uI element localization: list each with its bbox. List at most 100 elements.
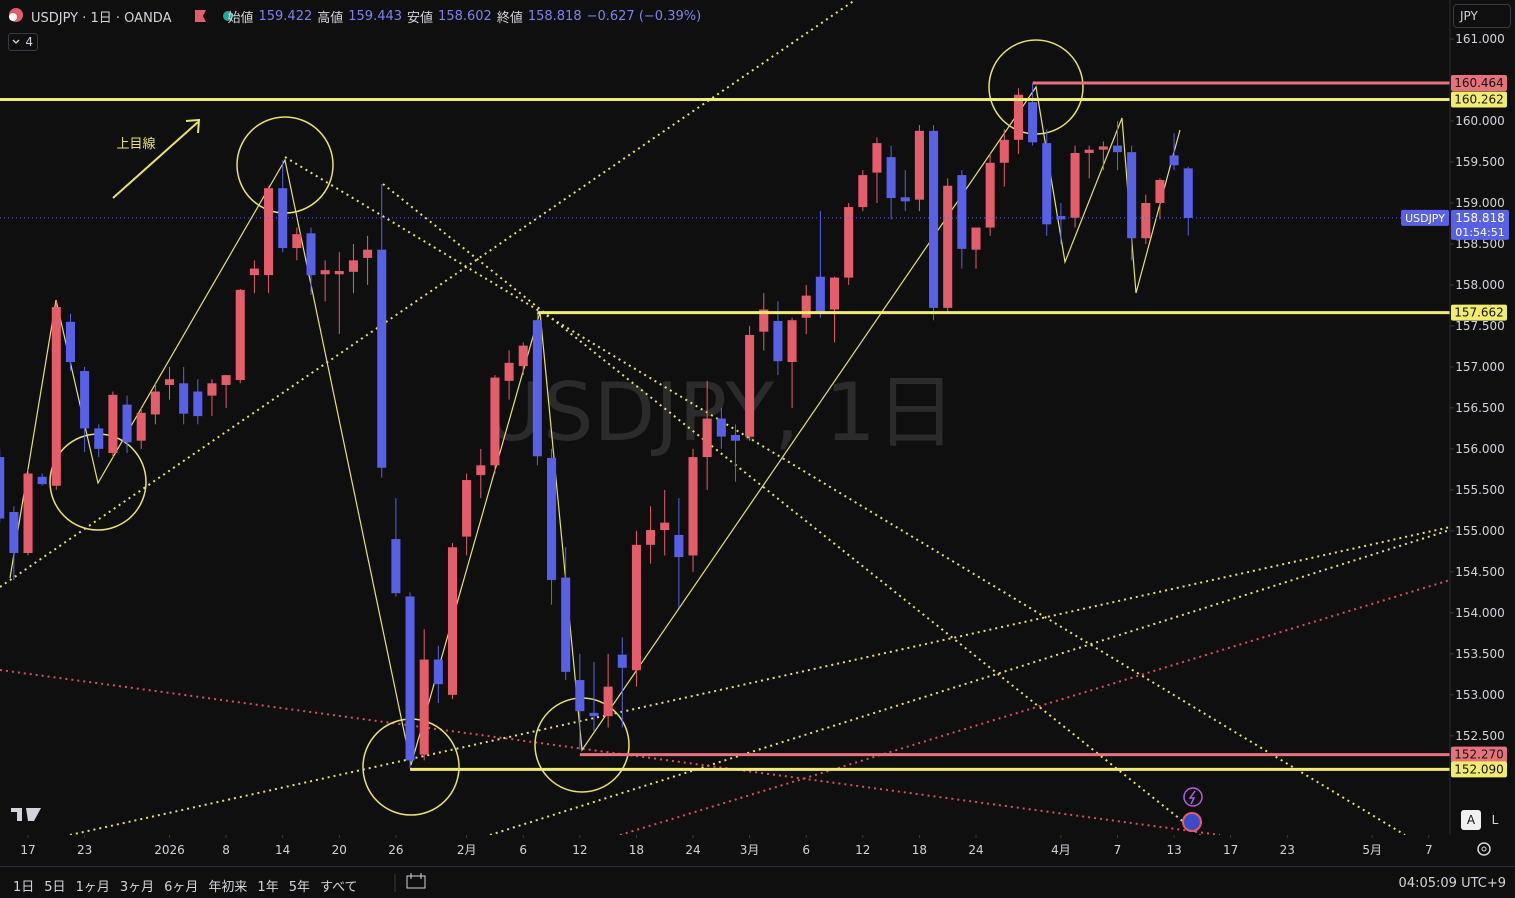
- candle-body: [348, 260, 358, 272]
- range-button[interactable]: すべて: [319, 880, 358, 895]
- x-tick-label: 12: [572, 843, 587, 857]
- symbol-title: USDJPY · 1日 · OANDA: [31, 10, 172, 26]
- x-tick-label: 4月: [1051, 843, 1071, 857]
- last-price-tag: [1451, 209, 1509, 240]
- candle-body: [829, 277, 840, 310]
- trend-line: [69, 526, 1451, 836]
- zigzag: [9, 85, 1181, 766]
- indicator-count: 4: [25, 35, 33, 49]
- candle-body: [136, 412, 146, 441]
- range-button[interactable]: 3ヶ月: [119, 880, 155, 895]
- candle-body: [631, 544, 641, 671]
- candle-body: [108, 394, 118, 453]
- range-button[interactable]: 1年: [257, 880, 279, 895]
- candles: [0, 83, 1193, 769]
- clock: 04:05:09 UTC+9: [1398, 876, 1506, 891]
- log-scale[interactable]: L: [1485, 810, 1505, 830]
- flag-icon[interactable]: [195, 10, 206, 22]
- candle-body: [646, 530, 656, 545]
- trend-line: [0, 0, 856, 588]
- annotation: 上目線: [116, 136, 155, 152]
- candle-body: [334, 271, 344, 275]
- range-button[interactable]: 年初来: [208, 880, 248, 895]
- arrow-head: [185, 118, 201, 134]
- candle-body: [815, 276, 825, 312]
- candle-body: [787, 320, 797, 363]
- level-tag: [1451, 761, 1507, 778]
- x-tick-label: 14: [275, 843, 290, 857]
- candle-body: [377, 249, 387, 468]
- candle-body: [674, 534, 684, 558]
- candle-body: [547, 457, 557, 581]
- candle-body: [1183, 168, 1193, 218]
- x-tick-label: 5月: [1362, 843, 1382, 857]
- axes: 161.000 160.000 159.500 159.000 158.500 158.0…: [20, 0, 1509, 857]
- candle-body: [858, 175, 868, 208]
- x-tick-label: 23: [1280, 843, 1295, 857]
- event-icon[interactable]: [1182, 812, 1202, 832]
- candle-body: [320, 270, 330, 275]
- y-tick-label: 154.500: [1455, 565, 1505, 579]
- candle-body: [476, 465, 486, 476]
- candle-body: [886, 157, 896, 199]
- y-tick-label: 153.500: [1455, 647, 1505, 661]
- candle-body: [51, 307, 61, 486]
- y-tick-label: 152.500: [1455, 729, 1505, 743]
- y-tick-label: 157.500: [1455, 319, 1505, 333]
- range-button[interactable]: 1ヶ月: [75, 880, 110, 895]
- x-tick-label: 17: [1223, 843, 1238, 857]
- x-tick-label: 26: [388, 843, 403, 857]
- candle-body: [1141, 202, 1151, 239]
- x-tick-label: 17: [20, 843, 35, 857]
- candle-body: [900, 197, 910, 202]
- auto-scale[interactable]: A: [1461, 810, 1481, 830]
- ohlc-value: 159.422: [258, 8, 313, 24]
- ohlc-label: 高値: [317, 10, 344, 26]
- candle-body: [462, 480, 472, 537]
- settings-icon[interactable]: [1477, 842, 1491, 856]
- level-label: 152.270: [1454, 748, 1504, 762]
- ohlc-label: 終値: [496, 10, 523, 26]
- x-tick-label: 6: [802, 843, 810, 857]
- candle-body: [589, 712, 599, 717]
- level-label: 152.090: [1454, 762, 1504, 776]
- trend-line: [284, 156, 1406, 836]
- x-tick-label: 7: [1425, 843, 1433, 857]
- range-button[interactable]: 5日: [44, 880, 66, 895]
- range-button[interactable]: 1日: [13, 880, 35, 895]
- ohlc-value: 158.818: [527, 8, 582, 24]
- candle-body: [37, 476, 47, 485]
- goto-date[interactable]: [406, 873, 426, 889]
- event-icon[interactable]: [1183, 787, 1203, 807]
- y-tick-label: 154.000: [1455, 606, 1505, 620]
- candle-body: [179, 383, 189, 414]
- candle-body: [504, 362, 514, 381]
- chevron: [12, 39, 20, 44]
- x-tick-label: 24: [968, 843, 983, 857]
- watermark: USDJPY, 1日: [484, 366, 956, 459]
- log-label: L: [1491, 813, 1499, 827]
- candle-body: [617, 654, 627, 668]
- y-tick-label: 156.500: [1455, 401, 1505, 415]
- candle-body: [150, 391, 160, 415]
- y-tick-label: 159.000: [1455, 196, 1505, 210]
- indicator-toggle[interactable]: 4: [8, 33, 38, 51]
- range-button[interactable]: 5年: [288, 880, 310, 895]
- candle-body: [929, 130, 939, 308]
- ohlc-label: 安値: [407, 10, 434, 26]
- x-tick-label: 8: [222, 843, 230, 857]
- range-button[interactable]: 6ヶ月: [164, 880, 199, 895]
- candle-body: [532, 320, 542, 457]
- trend-line: [619, 579, 1451, 836]
- currency-select[interactable]: JPY: [1453, 4, 1511, 28]
- countdown: 01:54:51: [1455, 226, 1504, 239]
- candle-body: [561, 577, 571, 672]
- candle-body: [221, 375, 231, 385]
- x-tick-label: 13: [1166, 843, 1181, 857]
- candle-body: [164, 379, 175, 385]
- logo: [11, 808, 41, 821]
- currency: JPY: [1460, 9, 1478, 23]
- x-tick-label: 23: [77, 843, 92, 857]
- candle-body: [730, 434, 740, 441]
- candle-body: [1127, 152, 1137, 239]
